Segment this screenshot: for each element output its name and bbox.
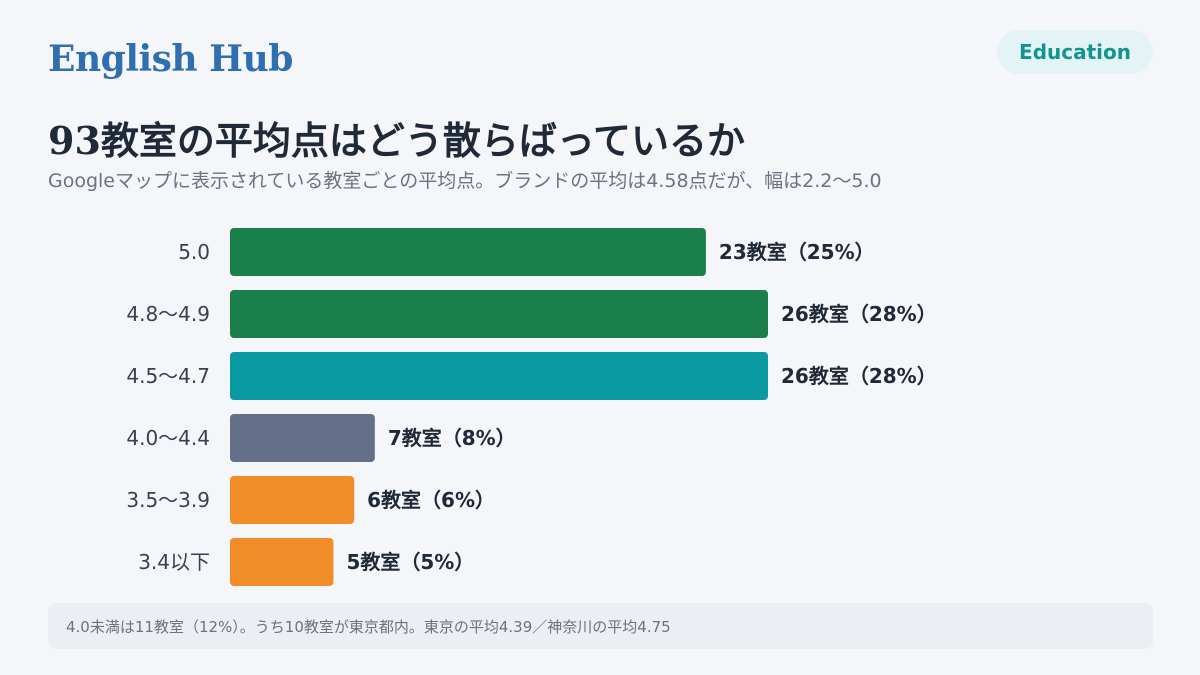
footnote-box: 4.0未満は11教室（12%）。うち10教室が東京都内。東京の平均4.39／神奈… (48, 603, 1153, 649)
data-label: 26教室（28%） (781, 302, 937, 326)
data-label: 6教室（6%） (367, 488, 495, 512)
category-label: 3.4以下 (138, 550, 210, 574)
footnote-text: 4.0未満は11教室（12%）。うち10教室が東京都内。東京の平均4.39／神奈… (66, 617, 671, 636)
data-label: 5教室（5%） (346, 550, 474, 574)
bar (230, 228, 706, 276)
chart-title: 93教室の平均点はどう散らばっているか (48, 118, 745, 163)
category-label: 4.8〜4.9 (126, 302, 210, 326)
data-label: 7教室（8%） (388, 426, 516, 450)
bar (230, 538, 334, 586)
category-label: 4.0〜4.4 (126, 426, 210, 450)
category-label: 3.5〜3.9 (126, 488, 210, 512)
bar (230, 414, 375, 462)
bar (230, 290, 768, 338)
brand-logo-text: English Hub (48, 38, 293, 80)
bar (230, 476, 355, 524)
category-label: 4.5〜4.7 (126, 364, 210, 388)
bar (230, 352, 768, 400)
category-badge: Education (997, 30, 1153, 74)
data-label: 26教室（28%） (781, 364, 937, 388)
chart-subtitle: Googleマップに表示されている教室ごとの平均点。ブランドの平均は4.58点だ… (48, 170, 882, 192)
category-label: 5.0 (178, 240, 210, 264)
data-label: 23教室（25%） (719, 240, 875, 264)
